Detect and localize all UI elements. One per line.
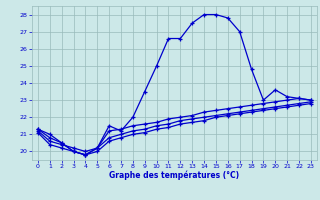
X-axis label: Graphe des températures (°C): Graphe des températures (°C) [109, 171, 239, 180]
